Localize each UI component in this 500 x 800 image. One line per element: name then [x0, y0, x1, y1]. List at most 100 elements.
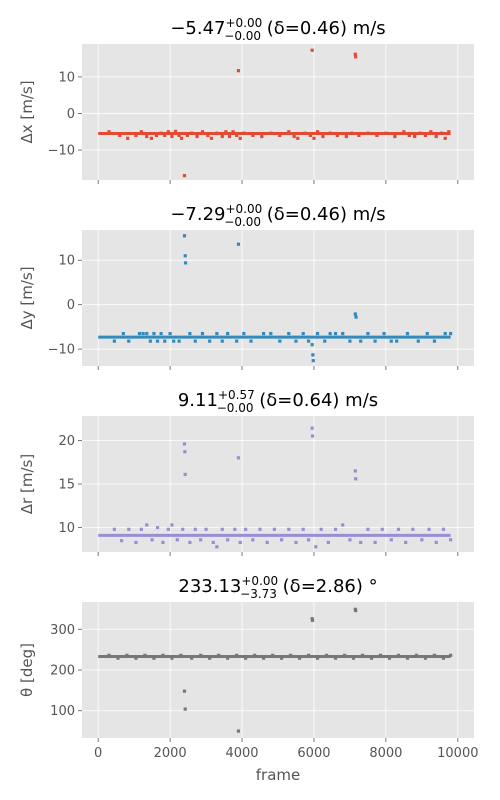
y-tick-label: 10 — [58, 70, 75, 85]
data-point — [179, 653, 183, 657]
data-point — [389, 538, 393, 542]
data-point — [278, 339, 282, 343]
y-tick-label: 0 — [67, 107, 75, 122]
data-point — [253, 653, 257, 657]
data-point — [402, 130, 406, 134]
data-point — [236, 456, 241, 460]
plot-area — [82, 230, 474, 366]
data-point — [375, 133, 379, 137]
data-point — [139, 130, 143, 134]
data-point — [423, 656, 428, 660]
x-tick-label: 2000 — [154, 746, 187, 761]
data-point — [121, 331, 125, 336]
data-point — [199, 538, 203, 542]
y-tick-label: 0 — [67, 298, 75, 313]
data-point — [226, 538, 230, 542]
data-point — [116, 656, 120, 660]
data-point — [360, 653, 365, 657]
data-point — [315, 331, 320, 336]
data-point — [208, 339, 212, 343]
data-point — [159, 331, 163, 336]
data-point — [149, 136, 154, 140]
data-point — [159, 131, 163, 135]
x-tick-label: 4000 — [225, 746, 258, 761]
panel-2: −10 0 10 −7.29+0.00 −0.00 (δ=0.46) m/s Δy [m/… — [18, 202, 474, 370]
data-point — [303, 131, 307, 135]
data-point — [449, 653, 453, 657]
data-point — [429, 130, 433, 134]
data-point — [233, 527, 237, 531]
data-point — [297, 656, 302, 660]
data-point — [195, 134, 199, 139]
data-point — [287, 527, 291, 531]
data-point — [183, 450, 187, 454]
data-point — [389, 339, 393, 343]
data-point — [353, 312, 357, 316]
data-point — [170, 134, 174, 139]
data-point — [238, 136, 242, 140]
data-point — [182, 174, 187, 178]
data-point — [166, 130, 170, 134]
data-point — [172, 339, 176, 343]
data-point — [235, 133, 239, 137]
data-point — [416, 339, 420, 343]
y-tick-label: 200 — [50, 664, 75, 679]
data-point — [260, 134, 264, 139]
data-point — [220, 134, 224, 139]
data-point — [155, 339, 160, 343]
plot-area — [82, 44, 474, 180]
data-point — [134, 540, 138, 545]
data-point — [118, 133, 122, 137]
data-point — [324, 653, 329, 657]
data-point — [134, 133, 138, 137]
data-point — [354, 55, 358, 59]
data-point — [354, 608, 358, 613]
data-point — [441, 527, 446, 531]
data-point — [321, 134, 325, 139]
data-point — [420, 538, 424, 542]
data-point — [310, 48, 314, 52]
panel-title: 9.11+0.57 −0.00 (δ=0.64) m/s — [178, 388, 378, 415]
data-point — [137, 331, 142, 336]
data-point — [440, 131, 444, 135]
data-point — [155, 525, 160, 530]
data-point — [166, 527, 170, 531]
data-point — [188, 540, 192, 545]
data-point — [314, 545, 318, 549]
data-point — [236, 69, 241, 73]
data-point — [308, 133, 312, 137]
data-point — [173, 129, 178, 133]
data-point — [272, 527, 277, 531]
y-tick-label: 300 — [50, 623, 75, 638]
data-point — [180, 136, 184, 140]
data-point — [427, 527, 431, 531]
data-point — [292, 134, 296, 139]
data-point — [278, 133, 282, 137]
data-point — [312, 136, 316, 140]
data-point — [242, 331, 246, 336]
data-point — [326, 540, 330, 545]
data-point — [351, 656, 356, 660]
data-point — [182, 689, 187, 693]
data-point — [288, 653, 293, 657]
data-point — [301, 527, 305, 531]
x-tick-label: 0 — [94, 746, 102, 761]
data-point — [177, 339, 181, 343]
data-point — [139, 527, 143, 531]
data-point — [344, 134, 348, 139]
data-point — [432, 339, 437, 343]
data-point — [193, 339, 197, 343]
data-point — [143, 653, 147, 657]
data-point — [423, 133, 428, 137]
data-point — [369, 656, 374, 660]
data-point — [354, 315, 358, 319]
data-point — [366, 331, 370, 336]
data-point — [378, 653, 383, 657]
data-point — [323, 339, 327, 343]
data-point — [366, 527, 370, 531]
data-point — [265, 540, 269, 545]
data-point — [112, 339, 116, 343]
data-point — [359, 540, 363, 545]
data-point — [396, 653, 401, 657]
data-point — [244, 527, 248, 531]
